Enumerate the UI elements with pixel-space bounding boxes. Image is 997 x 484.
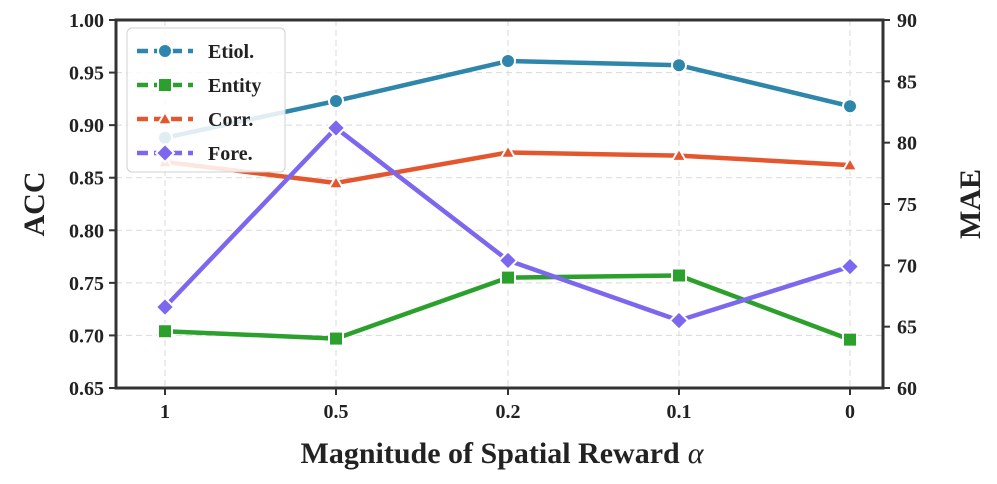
data-point-corr — [670, 146, 688, 162]
x-tick-label: 0.5 — [324, 401, 349, 423]
legend-label-entity: Entity — [208, 75, 261, 97]
data-point-fore — [325, 117, 347, 139]
legend-box — [126, 27, 286, 173]
series-entity — [157, 267, 858, 348]
y-right-tick-label: 90 — [897, 10, 917, 32]
y-right-tick-label: 75 — [897, 194, 917, 216]
y-left-tick-label: 0.85 — [69, 168, 104, 190]
legend-marker-entity — [157, 77, 173, 93]
y-right-tick-label: 60 — [897, 378, 917, 400]
data-point-entity — [500, 269, 516, 286]
legend-entry-entity: Entity — [137, 75, 261, 97]
x-tick-label: 0 — [845, 401, 855, 423]
y-right-tick-label: 85 — [897, 71, 917, 93]
y-left-tick-label: 0.65 — [69, 378, 104, 400]
data-point-fore — [668, 310, 690, 331]
data-point-corr — [841, 156, 859, 172]
legend-entry-fore: Fore. — [137, 142, 253, 165]
legend-entry-etiol: Etiol. — [137, 41, 254, 63]
x-axis-title-symbol: α — [688, 437, 705, 470]
series-fore — [154, 117, 861, 331]
data-point-corr — [327, 173, 345, 190]
x-axis-title-text: Magnitude of Spatial Reward — [301, 437, 680, 470]
data-point-fore — [154, 296, 176, 318]
y-axis-left-title: ACC — [18, 172, 51, 237]
x-tick-label: 1 — [160, 401, 170, 423]
legend-marker-etiol — [157, 43, 173, 59]
data-point-etiol — [671, 57, 687, 74]
y-right-tick-label: 65 — [897, 317, 917, 339]
y-axis-right-title: MAE — [954, 169, 987, 239]
y-right-tick-label: 70 — [897, 255, 917, 277]
x-axis-title: Magnitude of Spatial Reward α — [301, 437, 705, 470]
data-point-entity — [328, 330, 344, 347]
y-right-tick-label: 80 — [897, 133, 917, 155]
y-left-tick-label: 0.90 — [69, 115, 104, 137]
data-point-etiol — [328, 92, 344, 109]
legend-marker-fore — [154, 142, 176, 164]
data-point-entity — [842, 331, 858, 348]
legend-label-corr: Corr. — [208, 109, 253, 131]
tick-layer: 0.65 0.70 0.75 0.80 0.85 0.90 0.95 1.00 60 65 70 75… — [69, 10, 917, 423]
legend-label-fore: Fore. — [208, 143, 253, 165]
data-point-etiol — [500, 53, 516, 70]
data-point-corr — [499, 143, 517, 159]
data-point-fore — [839, 256, 861, 277]
legend: Etiol. Entity Corr. Fore. — [126, 27, 286, 173]
legend-entry-corr: Corr. — [137, 109, 253, 131]
legend-label-etiol: Etiol. — [208, 41, 254, 63]
y-left-tick-label: 0.70 — [69, 325, 104, 347]
data-point-entity — [671, 267, 687, 284]
x-tick-label: 0.1 — [667, 401, 692, 423]
data-point-etiol — [842, 98, 858, 115]
y-left-tick-label: 1.00 — [69, 10, 104, 32]
y-left-tick-label: 0.80 — [69, 220, 104, 242]
y-left-tick-label: 0.95 — [69, 63, 104, 85]
x-tick-label: 0.2 — [496, 401, 521, 423]
legend-marker-corr — [156, 109, 174, 126]
data-point-fore — [497, 250, 519, 271]
y-left-tick-label: 0.75 — [69, 273, 104, 295]
data-point-entity — [157, 323, 173, 340]
